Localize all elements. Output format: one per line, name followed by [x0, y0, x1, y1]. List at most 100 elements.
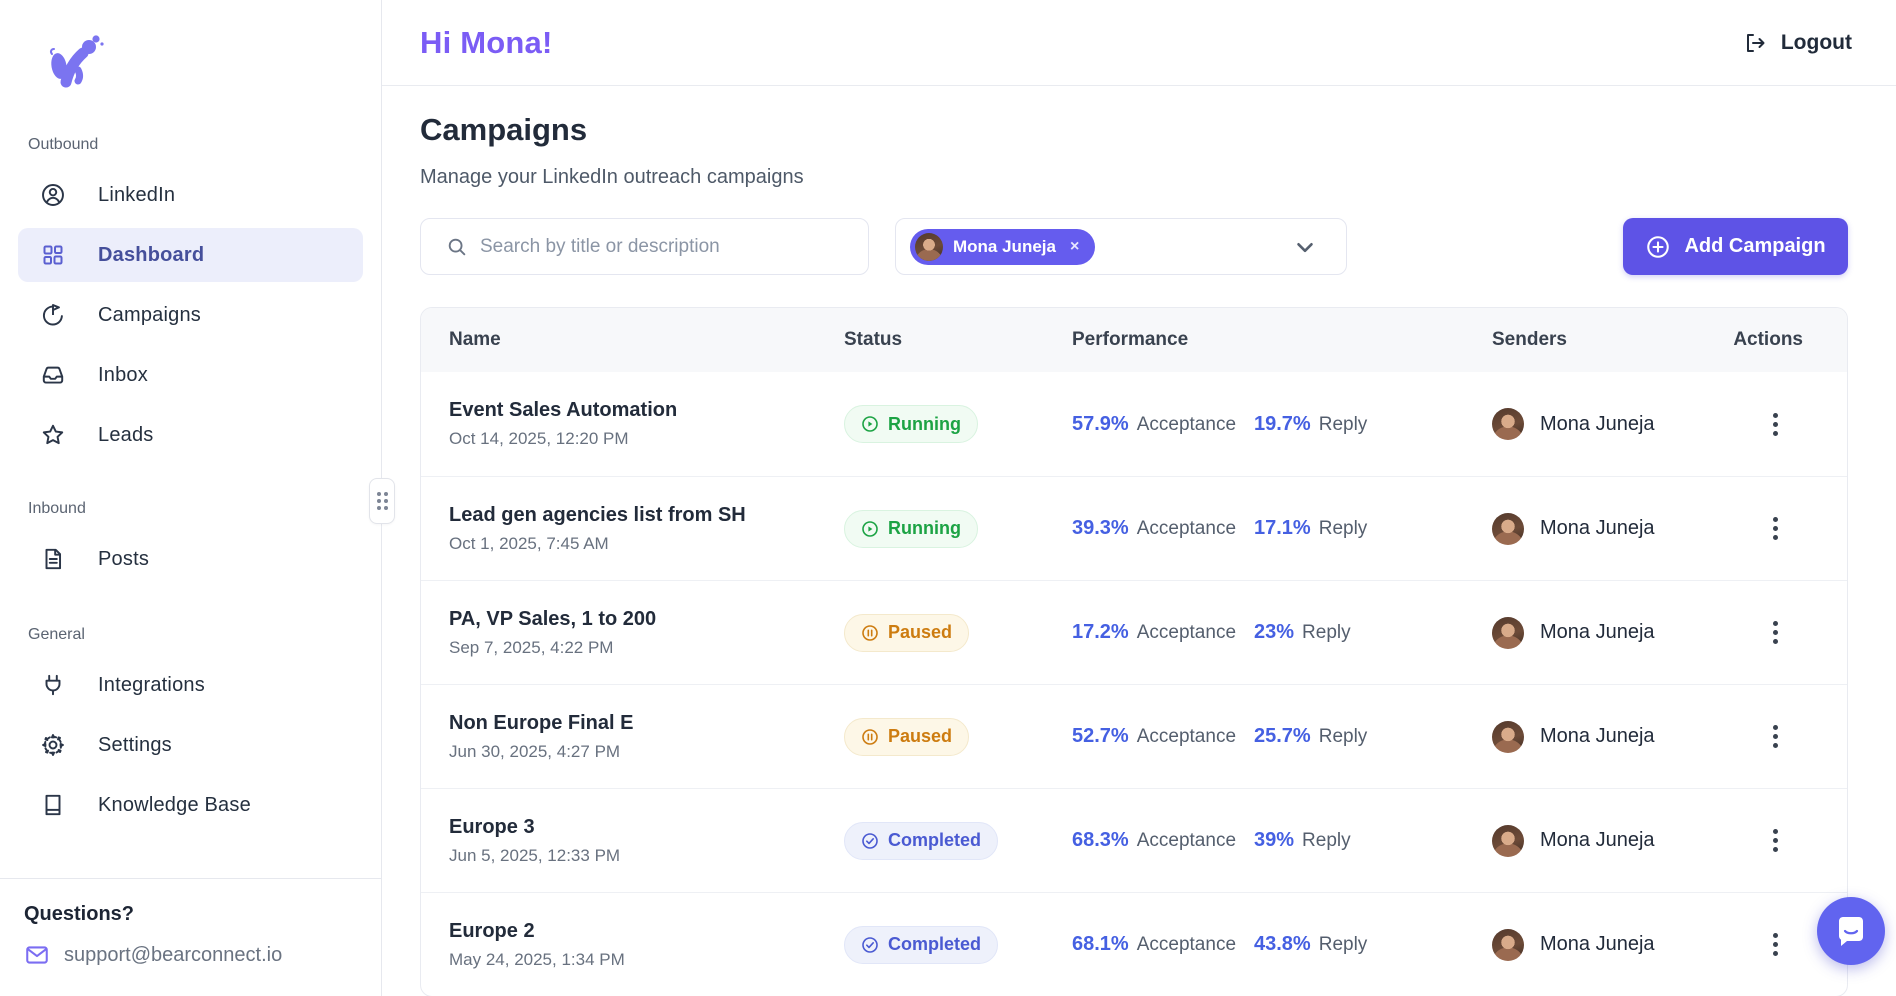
- gear-icon: [40, 732, 66, 758]
- sidebar-item-knowledge-base[interactable]: Knowledge Base: [18, 778, 363, 832]
- section-label-outbound: Outbound: [28, 136, 99, 153]
- chevron-down-icon: [1292, 234, 1318, 260]
- sender-chip-name: Mona Juneja: [953, 236, 1056, 256]
- sender-name: Mona Juneja: [1540, 725, 1655, 747]
- table-row[interactable]: Non Europe Final E Jun 30, 2025, 4:27 PM…: [421, 684, 1847, 788]
- sender-chip: Mona Juneja ×: [910, 228, 1096, 265]
- table-row[interactable]: PA, VP Sales, 1 to 200 Sep 7, 2025, 4:22…: [421, 580, 1847, 684]
- table-row[interactable]: Lead gen agencies list from SH Oct 1, 20…: [421, 476, 1847, 580]
- reply-value: 25.7%: [1254, 725, 1311, 747]
- acceptance-value: 57.9%: [1072, 412, 1129, 435]
- sidebar-item-campaigns[interactable]: Campaigns: [18, 288, 363, 342]
- campaign-date: Oct 14, 2025, 12:20 PM: [449, 429, 629, 448]
- greeting-text: Hi Mona!: [420, 24, 553, 60]
- kebab-icon: [1772, 526, 1778, 531]
- chat-bubble-icon: [1831, 911, 1871, 951]
- sender-name: Mona Juneja: [1540, 829, 1655, 851]
- status-label: Running: [888, 518, 961, 538]
- page-subtitle: Manage your LinkedIn outreach campaigns: [420, 166, 804, 188]
- table-row[interactable]: Europe 3 Jun 5, 2025, 12:33 PM Completed…: [421, 788, 1847, 892]
- plus-circle-icon: [1645, 234, 1671, 260]
- reply-value: 19.7%: [1254, 412, 1311, 435]
- row-actions-menu-button[interactable]: [1755, 821, 1795, 861]
- acceptance-value: 17.2%: [1072, 621, 1129, 643]
- status-badge: Paused: [844, 717, 970, 756]
- reply-label: Reply: [1302, 830, 1351, 851]
- topbar: Hi Mona! Logout: [382, 0, 1896, 86]
- add-campaign-label: Add Campaign: [1684, 235, 1826, 257]
- campaign-date: Jun 30, 2025, 4:27 PM: [449, 741, 621, 761]
- row-actions-menu-button[interactable]: [1755, 717, 1795, 757]
- book-icon: [40, 792, 66, 818]
- reply-label: Reply: [1318, 518, 1368, 539]
- page-title: Campaigns: [420, 112, 588, 147]
- sidebar-resize-handle[interactable]: [369, 478, 395, 524]
- status-label: Completed: [888, 830, 982, 850]
- reply-label: Reply: [1318, 934, 1368, 955]
- chat-widget-button[interactable]: [1817, 897, 1885, 965]
- status-label: Paused: [888, 726, 953, 746]
- table-row[interactable]: Event Sales Automation Oct 14, 2025, 12:…: [421, 372, 1847, 476]
- status-label: Completed: [888, 934, 982, 954]
- status-badge: Running: [844, 509, 978, 548]
- section-label-general: General: [28, 626, 85, 643]
- sidebar-item-label: Posts: [98, 547, 150, 570]
- row-actions-menu-button[interactable]: [1755, 613, 1795, 653]
- reply-value: 17.1%: [1254, 517, 1311, 539]
- campaign-date: May 24, 2025, 1:34 PM: [449, 949, 625, 969]
- filter-row: Mona Juneja × Add Campaign: [420, 218, 1848, 275]
- reply-label: Reply: [1318, 413, 1368, 435]
- sender-filter-select[interactable]: Mona Juneja ×: [895, 218, 1347, 275]
- sidebar-item-dashboard[interactable]: Dashboard: [18, 228, 363, 282]
- logout-button[interactable]: Logout: [1743, 31, 1852, 55]
- table-header-row: Name Status Performance Senders Actions: [421, 308, 1847, 372]
- avatar: [1492, 928, 1524, 961]
- row-actions-menu-button[interactable]: [1755, 925, 1795, 965]
- mail-icon: [24, 942, 50, 968]
- check-circle-icon: [861, 832, 879, 850]
- acceptance-value: 68.1%: [1072, 933, 1129, 955]
- sidebar-item-leads[interactable]: Leads: [18, 408, 363, 462]
- check-circle-icon: [861, 936, 879, 954]
- sidebar-item-label: Integrations: [98, 673, 205, 696]
- section-label-inbound: Inbound: [28, 500, 86, 517]
- sidebar-item-settings[interactable]: Settings: [18, 718, 363, 772]
- sidebar-item-integrations[interactable]: Integrations: [18, 658, 363, 712]
- campaign-date: Oct 1, 2025, 7:45 AM: [449, 533, 609, 553]
- row-actions-menu-button[interactable]: [1755, 404, 1795, 444]
- reply-value: 23%: [1254, 621, 1295, 643]
- avatar: [1492, 720, 1524, 753]
- sidebar: Outbound LinkedIn Dashboard: [0, 0, 382, 996]
- avatar: [1492, 512, 1524, 545]
- row-actions-menu-button[interactable]: [1755, 509, 1795, 549]
- kebab-icon: [1772, 942, 1778, 947]
- sidebar-item-label: Knowledge Base: [98, 793, 251, 816]
- campaign-name: Lead gen agencies list from SH: [449, 503, 746, 526]
- chip-close-icon[interactable]: ×: [1069, 237, 1080, 255]
- kebab-icon: [1772, 421, 1778, 427]
- column-header-senders: Senders: [1492, 329, 1567, 350]
- kebab-icon: [1772, 630, 1778, 635]
- sidebar-item-label: Inbox: [98, 363, 148, 386]
- campaigns-page: Campaigns Manage your LinkedIn outreach …: [382, 112, 1896, 996]
- sender-name: Mona Juneja: [1540, 621, 1655, 643]
- sidebar-item-linkedin[interactable]: LinkedIn: [18, 168, 363, 222]
- main-area: Hi Mona! Logout Campaigns Manage your Li…: [382, 0, 1896, 996]
- column-header-actions: Actions: [1733, 329, 1803, 350]
- support-email-link[interactable]: support@bearconnect.io: [24, 942, 357, 968]
- acceptance-value: 39.3%: [1072, 517, 1129, 539]
- sidebar-item-inbox[interactable]: Inbox: [18, 348, 363, 402]
- star-icon: [40, 422, 66, 448]
- add-campaign-button[interactable]: Add Campaign: [1623, 218, 1848, 275]
- sidebar-item-posts[interactable]: Posts: [18, 532, 363, 586]
- campaign-name: Non Europe Final E: [449, 711, 634, 734]
- sidebar-item-label: Campaigns: [98, 303, 201, 326]
- table-row[interactable]: Europe 2 May 24, 2025, 1:34 PM Completed…: [421, 892, 1847, 996]
- pause-circle-icon: [861, 728, 879, 746]
- reply-value: 39%: [1254, 829, 1295, 851]
- search-input[interactable]: [480, 235, 852, 258]
- campaign-name: Europe 3: [449, 815, 535, 838]
- sidebar-item-label: LinkedIn: [98, 183, 176, 206]
- avatar: [1492, 408, 1524, 440]
- campaign-date: Jun 5, 2025, 12:33 PM: [449, 845, 621, 865]
